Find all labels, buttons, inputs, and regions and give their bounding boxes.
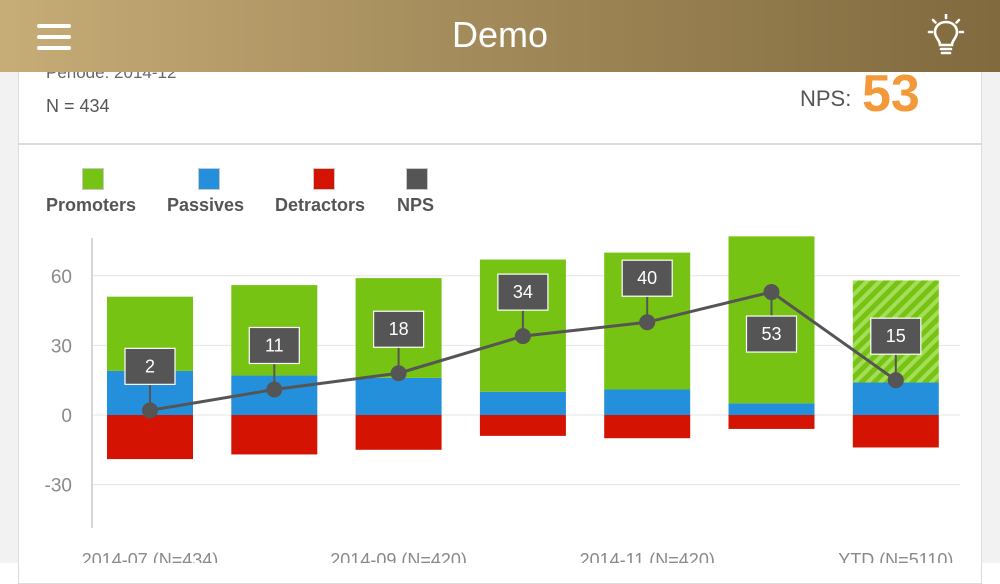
nps-point: [142, 402, 158, 419]
legend-label-detractors: Detractors: [275, 195, 366, 215]
nps-label-box: [870, 317, 922, 355]
bar-detractors: [355, 415, 442, 450]
nps-point: [887, 372, 904, 389]
nps-data-label: 18: [389, 319, 409, 339]
y-tick-label: 30: [51, 336, 72, 357]
nps-label-box: [497, 273, 549, 311]
bar-passives: [604, 389, 691, 415]
nps-score-value: 53: [862, 65, 920, 123]
nps-point: [514, 328, 531, 345]
bar-passives: [355, 377, 442, 415]
bar-passives: [479, 391, 566, 415]
legend-swatch-detractors: [313, 168, 335, 190]
nps-label-box: [745, 315, 798, 353]
nps-data-label: 11: [265, 335, 284, 355]
bar-detractors: [728, 415, 815, 429]
legend-swatch-passives: [198, 168, 220, 190]
nps-label: NPS:: [800, 86, 852, 111]
bar-detractors: [852, 415, 939, 448]
page-title: Demo: [451, 14, 549, 55]
nps-point: [763, 284, 780, 301]
nps-data-label: 34: [513, 282, 533, 302]
nps-data-label: 53: [761, 324, 781, 344]
legend-label-passives: Passives: [167, 195, 245, 215]
summary-card: [18, 60, 982, 144]
nps-point: [639, 314, 656, 331]
nps-point: [266, 381, 283, 398]
lightbulb-icon[interactable]: [925, 14, 967, 60]
x-tick-label: 2014-11 (N=420): [580, 550, 715, 563]
bar-detractors: [107, 415, 193, 460]
app-header: Demo: [0, 0, 1000, 72]
y-tick-label: 0: [61, 406, 72, 427]
nps-label-box: [621, 259, 673, 297]
legend-label-promoters: Promoters: [46, 195, 137, 215]
nps-data-label: 15: [886, 326, 906, 346]
nps-label-box: [248, 326, 300, 365]
hamburger-menu-icon[interactable]: [37, 24, 71, 50]
bar-passives: [728, 403, 815, 415]
bar-detractors: [604, 415, 691, 439]
legend-swatch-nps: [406, 168, 428, 190]
nps-label-box: [124, 347, 176, 385]
x-tick-label: 2014-07 (N=434): [82, 550, 219, 563]
sample-size-label: N = 434: [46, 96, 110, 116]
x-tick-label: YTD (N=5110): [838, 550, 953, 563]
bar-detractors: [479, 415, 566, 436]
nps-label-box: [373, 310, 425, 348]
nps-point: [390, 365, 407, 382]
y-tick-label: 60: [51, 267, 72, 288]
legend-swatch-promoters: [82, 168, 104, 190]
y-tick-label: -30: [45, 476, 72, 497]
nps-data-label: 2: [145, 356, 155, 376]
legend-label-nps: NPS: [397, 195, 435, 215]
nps-data-label: 40: [637, 268, 657, 288]
bar-detractors: [231, 415, 318, 455]
nps-stacked-bar-chart: 60 30 0 -30 2 11 18 34 40 53 15 2014-07 (N=434) 20…: [45, 236, 960, 563]
x-tick-label: 2014-09 (N=420): [330, 550, 467, 563]
